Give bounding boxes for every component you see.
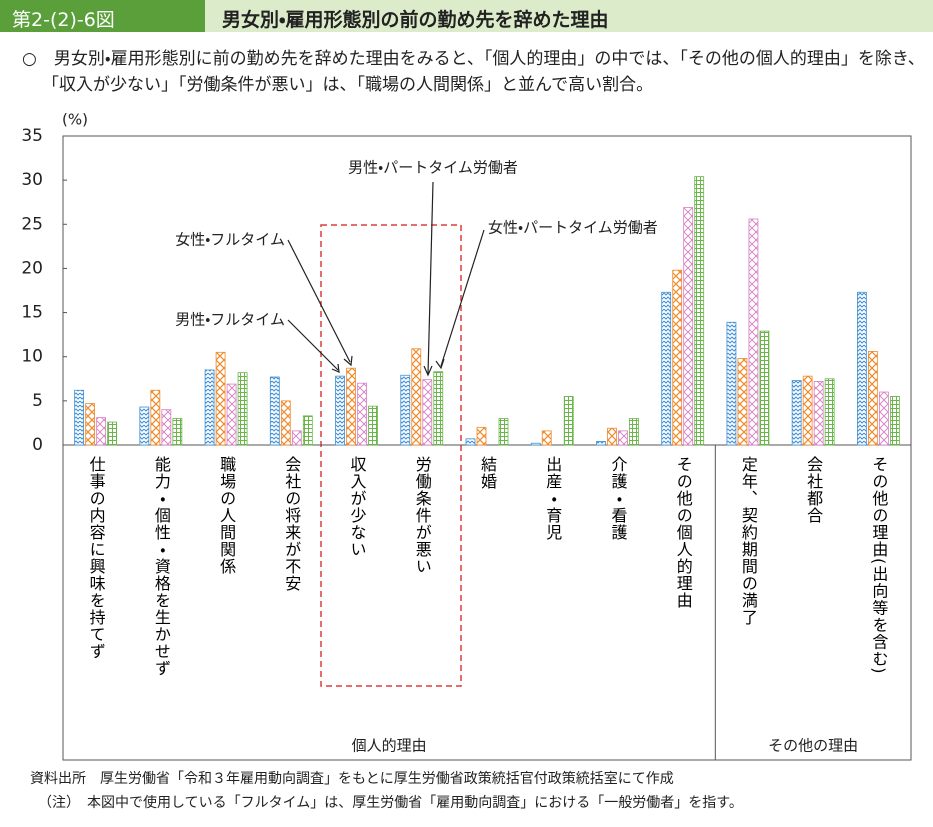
highlight-box xyxy=(320,224,462,687)
bar xyxy=(878,391,889,446)
series-label: 男性・パートタイム労働者 xyxy=(348,159,518,177)
bar xyxy=(824,378,835,446)
series-label: 女性・パートタイム労働者 xyxy=(488,219,658,237)
bar xyxy=(661,291,672,446)
bar xyxy=(139,406,150,446)
x-tick-label: その他の理由(出向等を含む) xyxy=(869,456,889,675)
summary: ○ 男女別・雇用形態別に前の勤め先を辞めた理由をみると、「個人的理由」の中では、… xyxy=(22,49,925,95)
source: 資料出所 厚生労働省「令和３年雇用動向調査」をもとに厚生労働省政策統括官付政策統… xyxy=(30,771,674,787)
bar xyxy=(791,380,802,446)
bar xyxy=(335,375,345,446)
bar xyxy=(368,405,378,446)
bar xyxy=(629,418,639,446)
arrow xyxy=(440,229,485,367)
bar xyxy=(618,430,628,446)
y-tick-label: 0 xyxy=(32,435,43,455)
group-label: その他の理由 xyxy=(768,737,858,755)
annotation-arrows xyxy=(287,181,485,377)
bar xyxy=(867,351,878,446)
bar xyxy=(280,400,291,446)
series-label: 男性・フルタイム xyxy=(175,311,285,329)
title-band xyxy=(205,0,933,32)
x-tick-label: 出産・育児 xyxy=(543,456,563,541)
bar xyxy=(237,372,248,446)
x-tick-label: 職場の人間関係 xyxy=(217,456,237,575)
arrow xyxy=(287,319,339,371)
figure-number: 第2-(2)-6図 xyxy=(12,9,115,31)
bar xyxy=(346,367,356,446)
y-tick-label: 20 xyxy=(21,258,43,278)
bar xyxy=(683,207,694,446)
bar xyxy=(150,389,161,446)
x-tick-label: 定年、契約期間の満了 xyxy=(738,456,758,626)
bar xyxy=(269,376,280,446)
bar xyxy=(411,348,422,446)
bar xyxy=(476,426,487,446)
chart-title: 男女別・雇用形態別の前の勤め先を辞めた理由 xyxy=(222,9,609,31)
x-tick-label: 介護・看護 xyxy=(608,456,628,541)
bar xyxy=(226,383,237,446)
bar xyxy=(161,409,172,446)
series-label: 女性・フルタイム xyxy=(175,231,285,249)
group-label: 個人的理由 xyxy=(352,737,427,755)
note: （注） 本図中で使用している「フルタイム」は、厚生労働省「雇用動向調査」における… xyxy=(38,795,743,811)
bar xyxy=(85,403,96,446)
arrow xyxy=(427,181,434,375)
bar xyxy=(607,427,617,446)
x-tick-label: 仕事の内容に興味を持てず xyxy=(86,456,106,660)
bar xyxy=(357,382,367,446)
bar xyxy=(172,418,183,446)
plot-frame xyxy=(62,135,912,761)
x-tick-label: 結婚 xyxy=(478,456,497,490)
bar xyxy=(291,430,302,446)
bar xyxy=(672,269,683,446)
bar xyxy=(465,438,476,446)
x-tick-label: 能力・個性・資格を生かせず xyxy=(151,456,171,677)
y-tick-label: 15 xyxy=(21,303,43,323)
x-tick-label: 労働条件が悪い xyxy=(412,456,432,575)
bar xyxy=(748,218,759,446)
y-tick-label: 35 xyxy=(21,126,43,146)
bar xyxy=(433,371,444,446)
bar xyxy=(813,381,824,446)
bar xyxy=(596,441,606,446)
y-tick-label: 25 xyxy=(21,214,43,234)
bar xyxy=(96,417,107,446)
bar xyxy=(726,321,737,446)
bar xyxy=(694,176,705,446)
y-tick-label: 10 xyxy=(21,347,43,367)
bar xyxy=(856,291,867,446)
figure-number-box xyxy=(0,0,205,32)
y-tick-label: 30 xyxy=(21,170,43,190)
bar xyxy=(498,418,509,446)
arrow-heads xyxy=(331,355,445,377)
bar xyxy=(737,358,748,446)
bar xyxy=(541,430,552,446)
bar xyxy=(422,379,433,446)
x-tick-label: 収入が少ない xyxy=(347,456,367,558)
x-tick-label: 会社の将来が不安 xyxy=(282,456,302,592)
bar xyxy=(107,421,118,446)
bar xyxy=(302,415,313,446)
bar xyxy=(204,369,215,446)
bar xyxy=(215,351,226,446)
x-tick-label: その他の個人的理由 xyxy=(673,456,693,609)
bar xyxy=(802,375,813,446)
y-tick-label: 5 xyxy=(32,391,43,411)
bar xyxy=(563,396,574,446)
x-tick-label: 会社都合 xyxy=(804,456,824,524)
bar xyxy=(400,374,411,446)
arrow xyxy=(287,239,351,363)
bar xyxy=(759,330,770,446)
bar xyxy=(74,389,85,446)
y-unit: (%) xyxy=(62,111,88,129)
bar xyxy=(889,396,900,446)
bar xyxy=(530,442,541,446)
